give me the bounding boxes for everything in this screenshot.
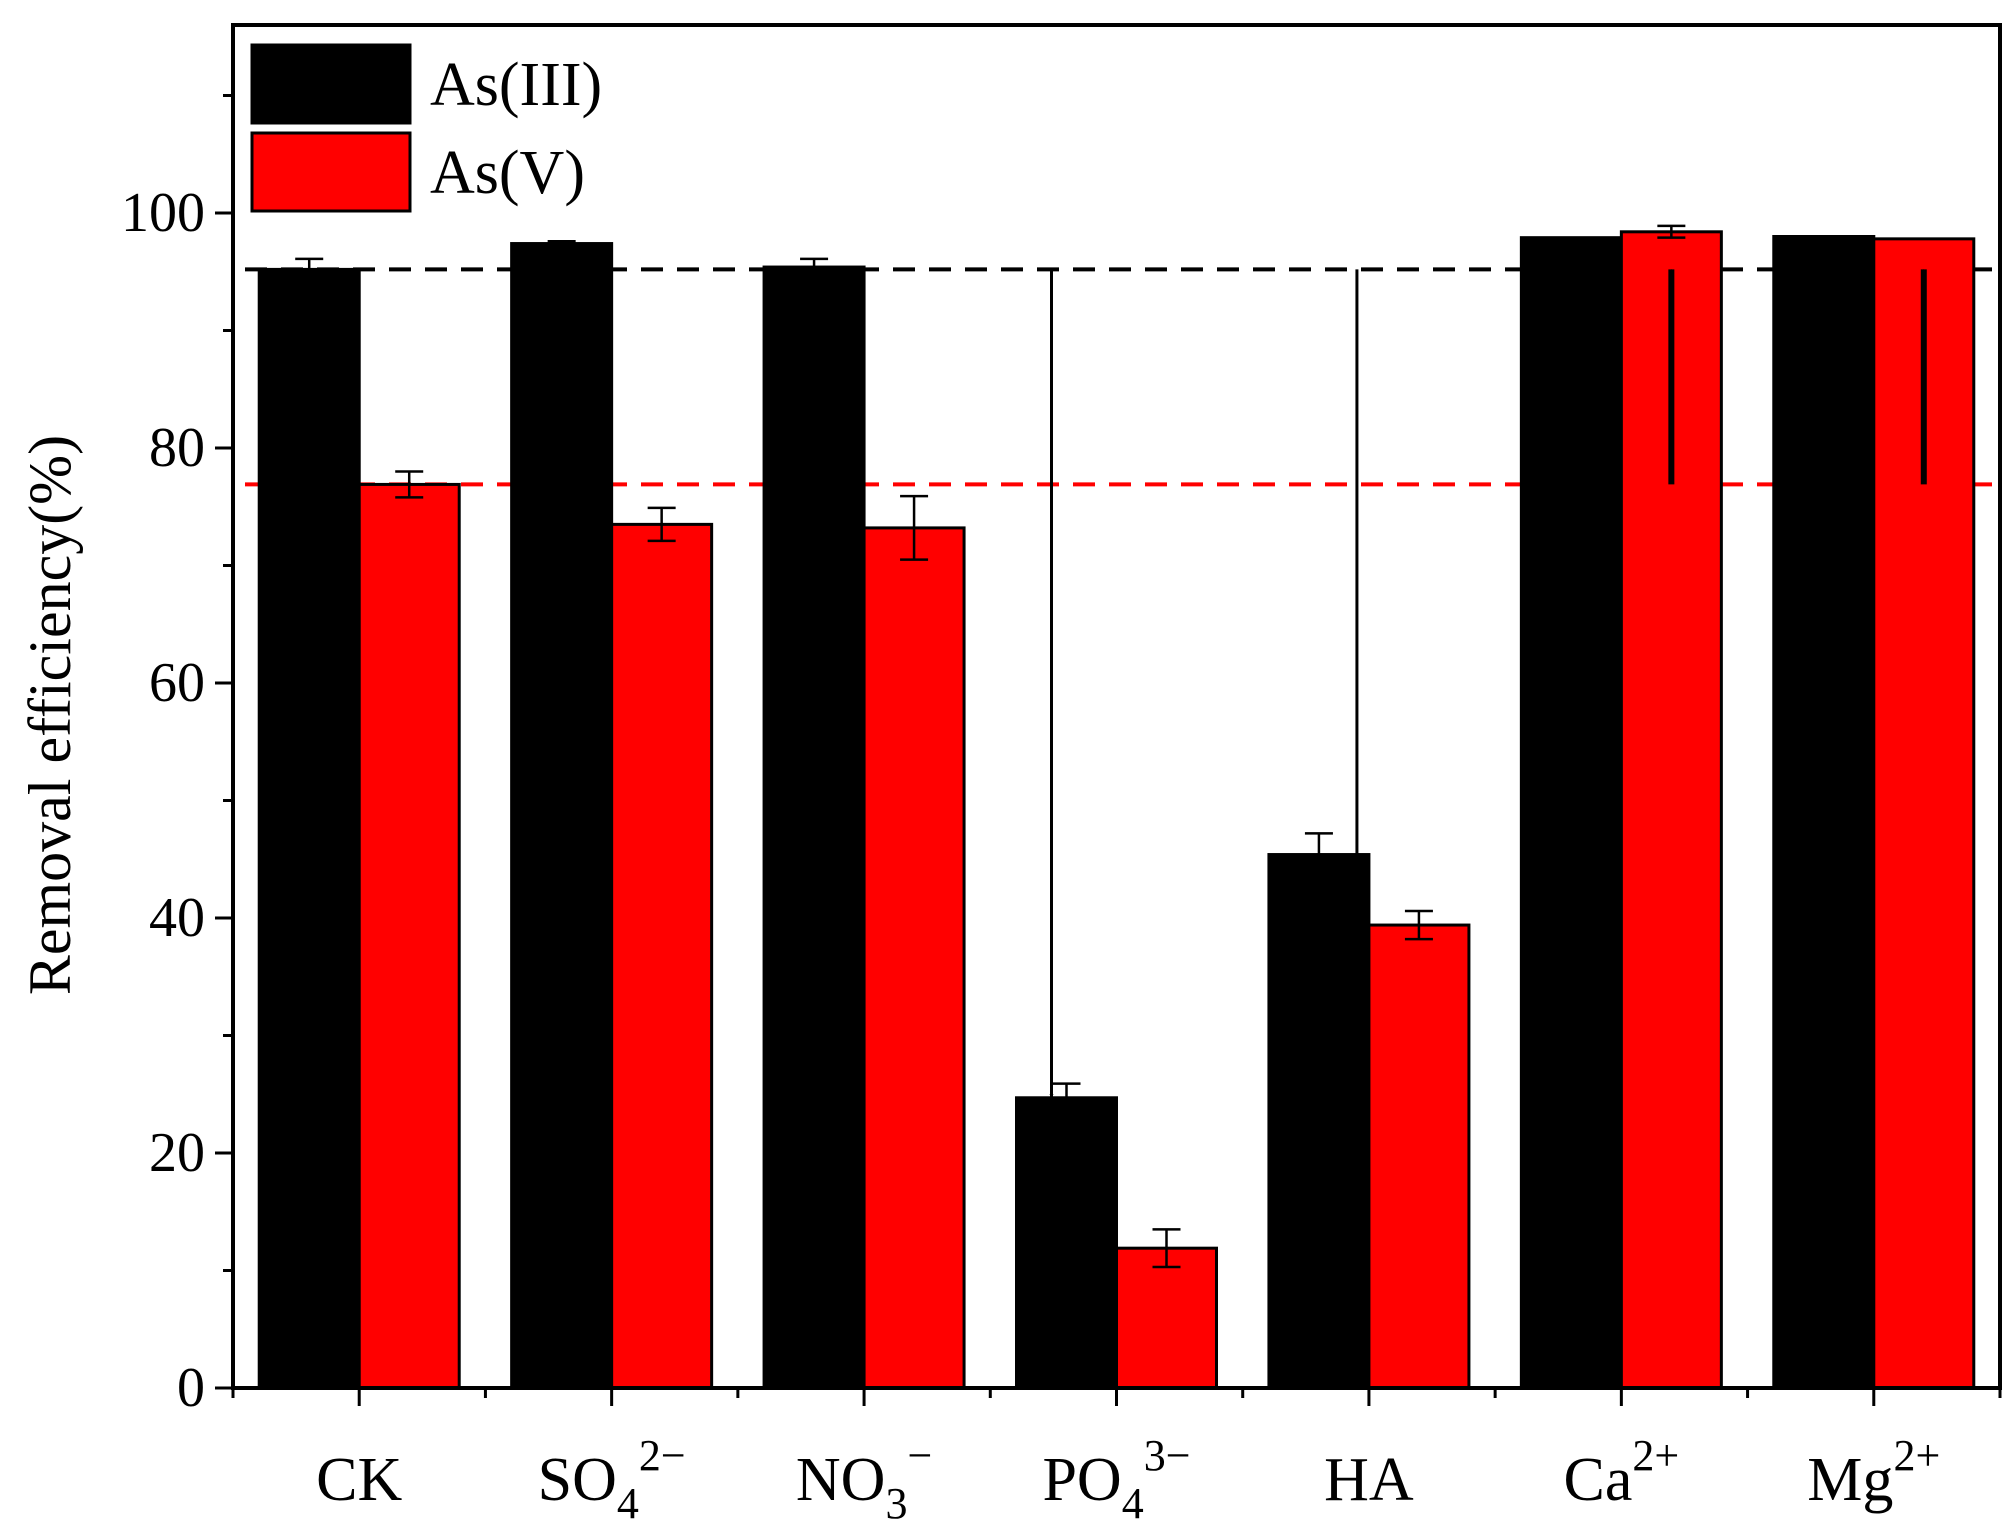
- error-bar-as5-2: [900, 494, 929, 561]
- error-bar-as3-2: [800, 257, 829, 277]
- y-tick-label: 100: [121, 182, 205, 244]
- x-tick-label-base: Ca: [1564, 1446, 1633, 1514]
- x-tick-label-base: PO: [1042, 1446, 1121, 1514]
- error-bar-as3-4: [1304, 832, 1333, 877]
- legend-label: As(III): [430, 51, 602, 119]
- x-tick-label-ca: Ca2+: [1564, 1431, 1680, 1514]
- x-tick-label-no: NO3−: [796, 1431, 932, 1528]
- x-tick-label-subscript: 3: [885, 1479, 907, 1528]
- error-bar-as5-0: [395, 470, 424, 499]
- y-tick-label: 40: [149, 887, 205, 949]
- x-tick-label-subscript: 4: [1122, 1479, 1144, 1528]
- bar-as3-0: [257, 267, 361, 1390]
- error-bar-as5-4: [1404, 909, 1433, 941]
- bar-as3-4: [1267, 853, 1371, 1390]
- y-tick-label: 20: [149, 1122, 205, 1184]
- legend-swatch: [250, 131, 412, 213]
- bar-as3-6: [1772, 235, 1876, 1390]
- legend-swatch: [250, 43, 412, 125]
- x-tick-label-superscript: −: [907, 1431, 932, 1480]
- x-tick-label-base: SO: [538, 1446, 617, 1514]
- x-tick-label-base: NO: [796, 1446, 886, 1514]
- bar-as3-2: [762, 265, 866, 1390]
- error-bar-as3-0: [295, 257, 324, 282]
- bar-as5-6: [1872, 237, 1976, 1390]
- error-bar-as5-3: [1152, 1228, 1181, 1269]
- error-bars: [295, 224, 1686, 1269]
- x-tick-label-ha: HA: [1324, 1446, 1414, 1514]
- x-tick-label-ck: CK: [316, 1446, 402, 1514]
- error-bar-as3-3: [1052, 1082, 1081, 1114]
- bar-as5-4: [1367, 923, 1471, 1390]
- x-tick-label-base: CK: [316, 1446, 402, 1514]
- x-tick-label-superscript: 2−: [639, 1431, 686, 1480]
- error-bar-as3-1: [547, 239, 576, 248]
- y-tick-label: 60: [149, 652, 205, 714]
- x-tick-label-superscript: 3−: [1144, 1431, 1191, 1480]
- x-tick-label-base: HA: [1324, 1446, 1414, 1514]
- x-tick-label-superscript: 2+: [1893, 1431, 1940, 1480]
- bar-as5-1: [610, 522, 714, 1390]
- x-tick-label-mg: Mg2+: [1807, 1431, 1940, 1514]
- error-bar-as5-5: [1657, 224, 1686, 239]
- bar-as3-5: [1519, 236, 1623, 1390]
- x-tick-label-subscript: 4: [617, 1479, 639, 1528]
- x-tick-label-po: PO43−: [1042, 1431, 1190, 1528]
- y-tick-label: 0: [177, 1357, 205, 1419]
- reference-lines: [245, 267, 1992, 487]
- y-axis-label: Removal efficiency(%): [17, 435, 83, 995]
- annotation-arrows: [1049, 268, 1927, 1099]
- x-tick-label-superscript: 2+: [1632, 1431, 1679, 1480]
- x-tick-label-so: SO42−: [538, 1431, 686, 1528]
- bar-as5-0: [357, 482, 461, 1390]
- bar-as3-3: [1015, 1096, 1118, 1390]
- bar-as5-3: [1115, 1246, 1218, 1390]
- legend-label: As(V): [430, 139, 585, 207]
- y-tick-label: 80: [149, 417, 205, 479]
- legend-item-as3: As(III): [250, 43, 602, 125]
- x-tick-label-base: Mg: [1807, 1446, 1893, 1514]
- bar-as3-1: [510, 242, 614, 1390]
- bars: [257, 230, 1976, 1390]
- error-bar-as5-1: [647, 506, 676, 543]
- legend-item-as5: As(V): [250, 131, 585, 213]
- bar-as5-2: [862, 526, 966, 1390]
- legend: As(III) As(V): [250, 43, 602, 213]
